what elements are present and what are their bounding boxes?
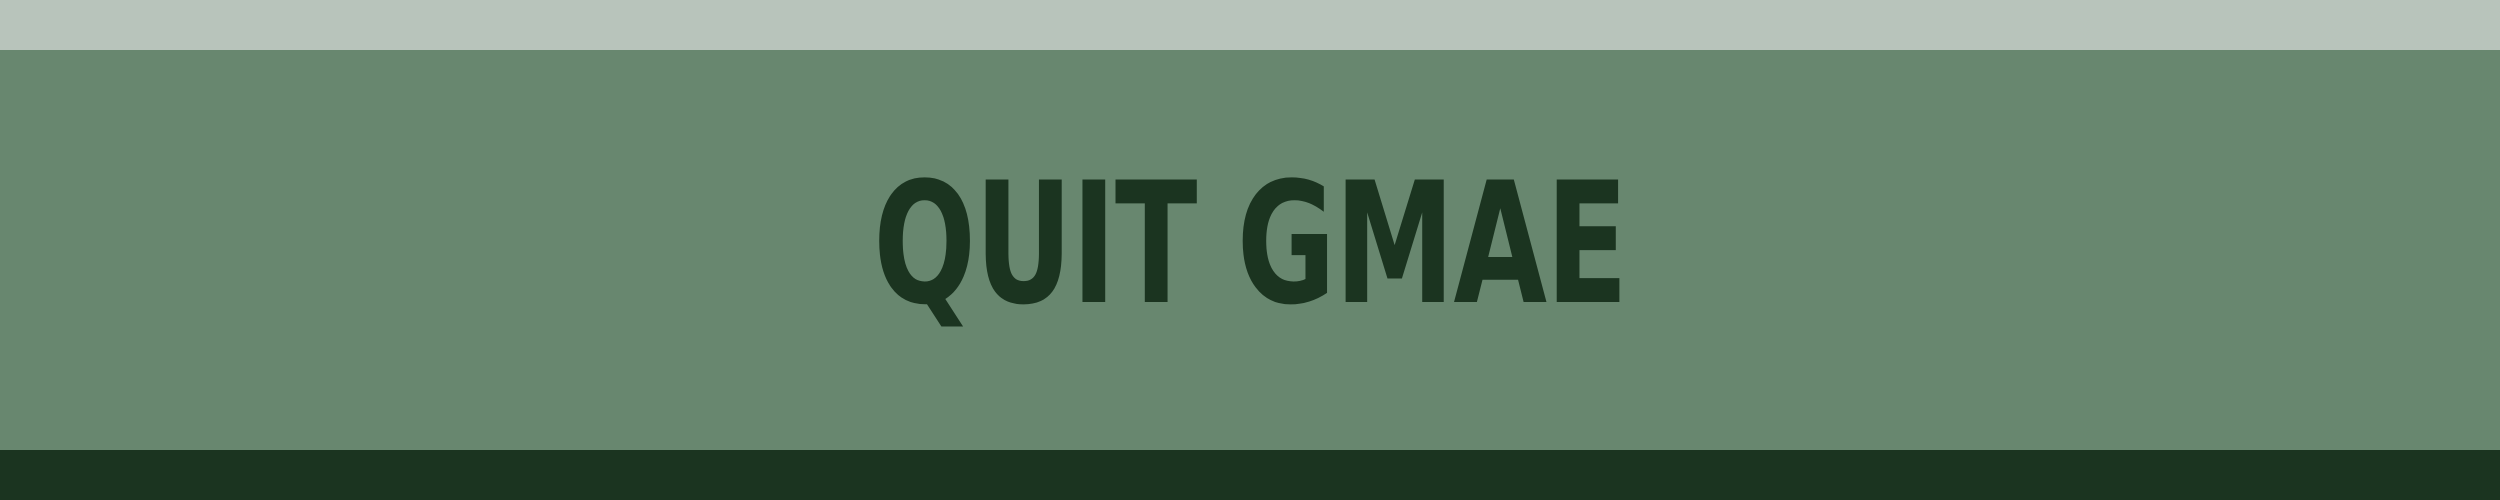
quit-game-title: QUIT GMAE bbox=[873, 146, 1628, 342]
main-panel[interactable] bbox=[0, 50, 2500, 450]
bottom-bar bbox=[0, 450, 2500, 500]
top-bar bbox=[0, 0, 2500, 50]
